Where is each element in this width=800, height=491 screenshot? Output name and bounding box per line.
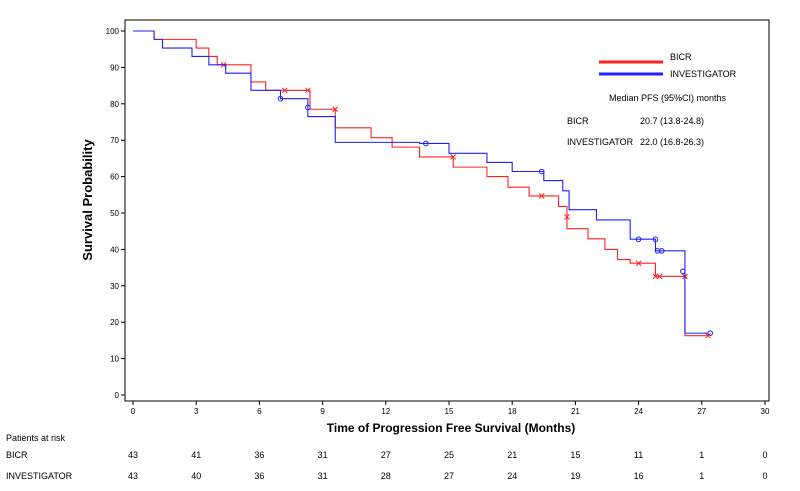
- risk-value-bicr-6: 21: [507, 450, 517, 460]
- y-tick-label-8: 80: [110, 100, 119, 109]
- risk-value-bicr-1: 41: [191, 450, 201, 460]
- median-value-investigator: 22.0 (16.8-26.3): [640, 137, 704, 147]
- median-label-bicr: BICR: [567, 116, 589, 126]
- censor-x-stroke-b: [450, 154, 457, 160]
- series-line-bicr: [133, 30, 709, 337]
- x-tick-label-3: 9: [320, 407, 325, 416]
- censor-mark-bicr-6: [564, 214, 570, 220]
- legend-label-bicr: BICR: [670, 52, 692, 62]
- risk-table-title: Patients at risk: [6, 433, 66, 443]
- x-tick-label-1: 3: [194, 407, 199, 416]
- median-annotation: Median PFS (95%CI) months BICR 20.7 (13.…: [567, 93, 727, 147]
- risk-value-investigator-9: 1: [699, 471, 704, 481]
- censor-mark-investigator-4: [635, 236, 642, 243]
- censor-mark-investigator-2: [423, 140, 429, 147]
- risk-value-investigator-7: 19: [570, 471, 580, 481]
- censor-x-stroke-b: [564, 214, 570, 220]
- censor-mark-investigator-8: [680, 268, 686, 275]
- median-title: Median PFS (95%CI) months: [609, 93, 727, 103]
- risk-value-investigator-5: 27: [444, 471, 454, 481]
- y-tick-label-10: 100: [106, 27, 120, 36]
- risk-value-investigator-2: 36: [254, 471, 264, 481]
- censor-mark-bicr-7: [635, 260, 642, 267]
- y-tick-label-4: 40: [110, 245, 119, 254]
- legend-label-investigator: INVESTIGATOR: [670, 69, 737, 79]
- censor-x-stroke-b: [281, 87, 288, 94]
- censor-mark-bicr-1: [281, 87, 288, 94]
- median-value-bicr: 20.7 (13.8-24.8): [640, 116, 704, 126]
- x-tick-label-5: 15: [445, 407, 454, 416]
- risk-value-bicr-7: 15: [570, 450, 580, 460]
- censor-mark-bicr-11: [705, 332, 711, 339]
- censor-mark-bicr-5: [538, 193, 545, 199]
- risk-value-bicr-2: 36: [254, 450, 264, 460]
- risk-value-bicr-3: 31: [318, 450, 328, 460]
- censor-mark-bicr-3: [332, 106, 339, 113]
- risk-value-bicr-5: 25: [444, 450, 454, 460]
- censor-mark-investigator-9: [707, 330, 714, 336]
- x-axis-title: Time of Progression Free Survival (Month…: [327, 421, 576, 435]
- y-tick-label-0: 0: [115, 391, 120, 400]
- risk-row-label-investigator: INVESTIGATOR: [6, 471, 73, 481]
- risk-value-investigator-8: 16: [634, 471, 644, 481]
- risk-value-bicr-0: 43: [128, 450, 138, 460]
- censor-mark-investigator-1: [305, 104, 311, 111]
- censor-mark-investigator-7: [658, 248, 665, 254]
- risk-value-investigator-1: 40: [191, 471, 201, 481]
- y-tick-label-2: 20: [110, 318, 119, 327]
- x-tick-label-0: 0: [131, 407, 136, 416]
- series-line-investigator: [133, 30, 709, 334]
- x-tick-label-9: 27: [697, 407, 706, 416]
- risk-value-bicr-10: 0: [762, 450, 767, 460]
- censor-x-stroke-b: [705, 332, 711, 339]
- censor-x-stroke-b: [332, 106, 339, 113]
- risk-value-investigator-3: 31: [318, 471, 328, 481]
- x-tick-label-7: 21: [571, 407, 580, 416]
- x-tick-label-2: 6: [257, 407, 262, 416]
- risk-table: Patients at risk BICR INVESTIGATOR 43 41 3…: [6, 433, 768, 481]
- censor-mark-investigator-5: [652, 236, 659, 243]
- x-tick-label-4: 12: [381, 407, 390, 416]
- plot-frame: [124, 19, 770, 402]
- y-tick-label-5: 50: [110, 209, 119, 218]
- axes: 0 10 20 30 40 50 60 70 80 90 100 0 3 6 9 12 15 18 21 24 27 30: [106, 19, 770, 416]
- risk-value-bicr-9: 1: [699, 450, 704, 460]
- median-label-investigator: INVESTIGATOR: [567, 137, 634, 147]
- x-tick-label-8: 24: [634, 407, 643, 416]
- x-tick-label-6: 18: [508, 407, 517, 416]
- censor-mark-bicr-9: [656, 273, 663, 280]
- risk-value-investigator-10: 0: [762, 471, 767, 481]
- risk-value-investigator-0: 43: [128, 471, 138, 481]
- risk-value-investigator-4: 28: [381, 471, 391, 481]
- censor-x-stroke-b: [656, 273, 663, 280]
- legend: BICR INVESTIGATOR: [599, 52, 737, 79]
- censor-x-stroke-b: [304, 87, 311, 94]
- censor-mark-investigator-0: [277, 95, 284, 102]
- y-axis-title: Survival Probability: [80, 139, 95, 261]
- censor-mark-investigator-3: [538, 168, 545, 175]
- y-tick-label-1: 10: [110, 355, 119, 364]
- y-tick-label-7: 70: [110, 136, 119, 145]
- censor-x-stroke-b: [635, 260, 642, 267]
- risk-value-bicr-8: 11: [634, 450, 643, 460]
- y-tick-label-3: 30: [110, 282, 119, 291]
- censor-mark-bicr-2: [304, 87, 311, 94]
- censor-x-stroke-b: [652, 273, 659, 280]
- y-tick-label-6: 60: [110, 173, 119, 182]
- risk-value-bicr-4: 27: [381, 450, 391, 460]
- risk-value-investigator-6: 24: [507, 471, 517, 481]
- x-tick-label-10: 30: [761, 407, 770, 416]
- plot-area: [133, 30, 714, 339]
- y-tick-label-9: 90: [110, 63, 119, 72]
- censor-mark-bicr-8: [652, 273, 659, 280]
- risk-row-label-bicr: BICR: [6, 450, 28, 460]
- censor-x-stroke-b: [538, 193, 545, 199]
- censor-mark-bicr-4: [450, 154, 457, 160]
